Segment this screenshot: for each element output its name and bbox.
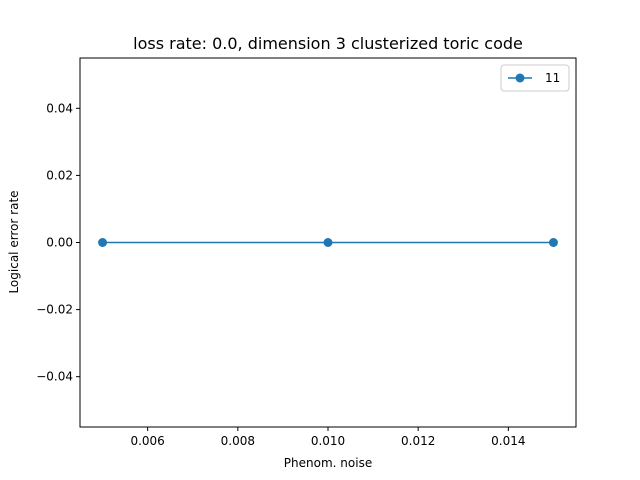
y-axis-ticks: −0.04 −0.02 0.00 0.02 0.04 bbox=[36, 101, 80, 384]
data-point bbox=[548, 238, 558, 247]
y-tick-label: 0.02 bbox=[46, 168, 73, 182]
y-axis-label: Logical error rate bbox=[7, 190, 21, 293]
data-point bbox=[98, 238, 108, 247]
x-tick-label: 0.008 bbox=[221, 434, 255, 448]
x-tick-label: 0.010 bbox=[311, 434, 345, 448]
legend-box bbox=[500, 64, 570, 92]
y-tick-label: 0.04 bbox=[46, 101, 73, 115]
data-point bbox=[323, 238, 333, 247]
x-axis-label: Phenom. noise bbox=[284, 456, 372, 470]
legend-marker bbox=[515, 73, 525, 83]
legend-entry: 11 bbox=[545, 71, 560, 85]
series-layer bbox=[98, 238, 558, 247]
legend: 11 bbox=[500, 64, 570, 92]
x-axis-ticks: 0.006 0.008 0.010 0.012 0.014 bbox=[130, 427, 526, 448]
y-tick-label: −0.04 bbox=[36, 370, 73, 384]
chart-title: loss rate: 0.0, dimension 3 clusterized … bbox=[133, 34, 523, 53]
y-tick-label: 0.00 bbox=[46, 236, 73, 250]
y-tick-label: −0.02 bbox=[36, 303, 73, 317]
x-tick-label: 0.012 bbox=[401, 434, 435, 448]
x-tick-label: 0.006 bbox=[130, 434, 164, 448]
x-tick-label: 0.014 bbox=[491, 434, 525, 448]
